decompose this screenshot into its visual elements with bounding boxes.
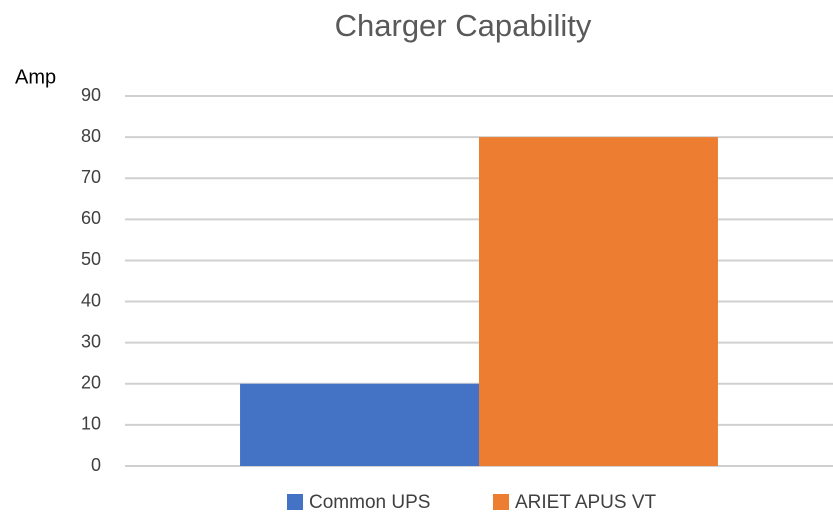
- y-tick-label: 40: [81, 290, 101, 310]
- chart-title: Charger Capability: [335, 8, 592, 43]
- legend-label: Common UPS: [309, 492, 430, 513]
- y-axis-label: Amp: [15, 66, 56, 88]
- y-tick-label: 90: [81, 85, 101, 105]
- legend-swatch: [287, 494, 303, 510]
- legend-label: ARIET APUS VT: [515, 492, 657, 513]
- y-tick-label: 30: [81, 331, 101, 351]
- y-tick-label: 80: [81, 126, 101, 146]
- bar: [240, 383, 479, 466]
- legend-swatch: [493, 494, 509, 510]
- y-tick-label: 50: [81, 249, 101, 269]
- y-tick-label: 0: [91, 455, 101, 475]
- y-tick-label: 10: [81, 414, 101, 434]
- bar: [479, 137, 718, 466]
- y-tick-label: 20: [81, 373, 101, 393]
- y-tick-label: 70: [81, 167, 101, 187]
- y-tick-label: 60: [81, 208, 101, 228]
